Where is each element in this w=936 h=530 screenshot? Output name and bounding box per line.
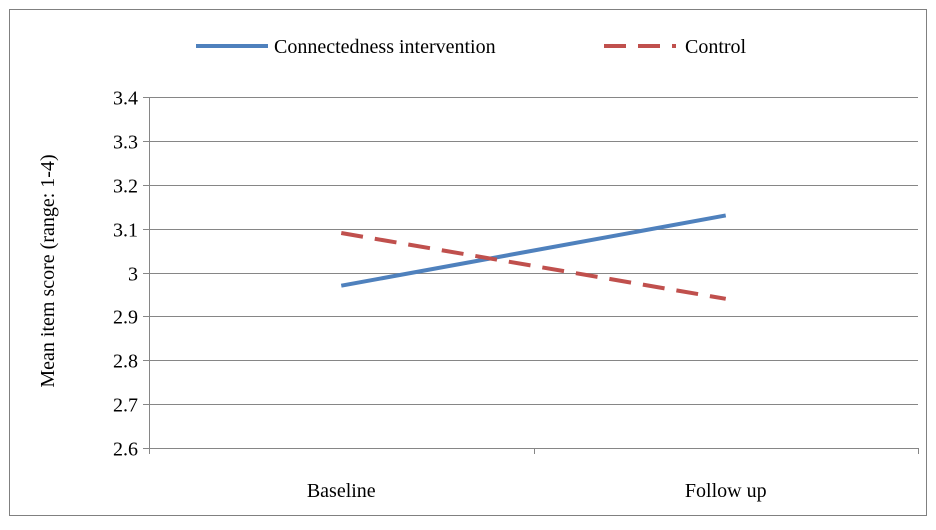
y-tick-label: 2.9 [113,307,138,329]
y-tick-label: 2.8 [113,351,138,373]
x-tick-label: Follow up [685,480,767,502]
y-tick-label: 3.4 [113,88,138,110]
series-lines [340,213,727,301]
y-axis-title: Mean item score (range: 1-4) [37,154,59,387]
series-line-0 [340,213,727,288]
y-tick-label: 2.6 [113,439,138,461]
axes: 2.6 2.7 2.8 2.9 3 3.1 3.2 3.3 3.4 Baseline Follow … [113,88,919,502]
y-tick-label: 3.3 [113,132,138,154]
legend: Connectedness intervention Control [196,36,747,58]
series-line-1 [340,231,727,301]
y-tick-label: 3.1 [113,220,138,242]
y-tick-label: 2.7 [113,395,138,417]
legend-label-0: Connectedness intervention [274,36,496,58]
y-tick-label: 3 [128,264,138,286]
x-tick-label: Baseline [307,480,376,502]
legend-label-1: Control [685,36,747,58]
y-tick-label: 3.2 [113,176,138,198]
gridlines [149,97,918,449]
